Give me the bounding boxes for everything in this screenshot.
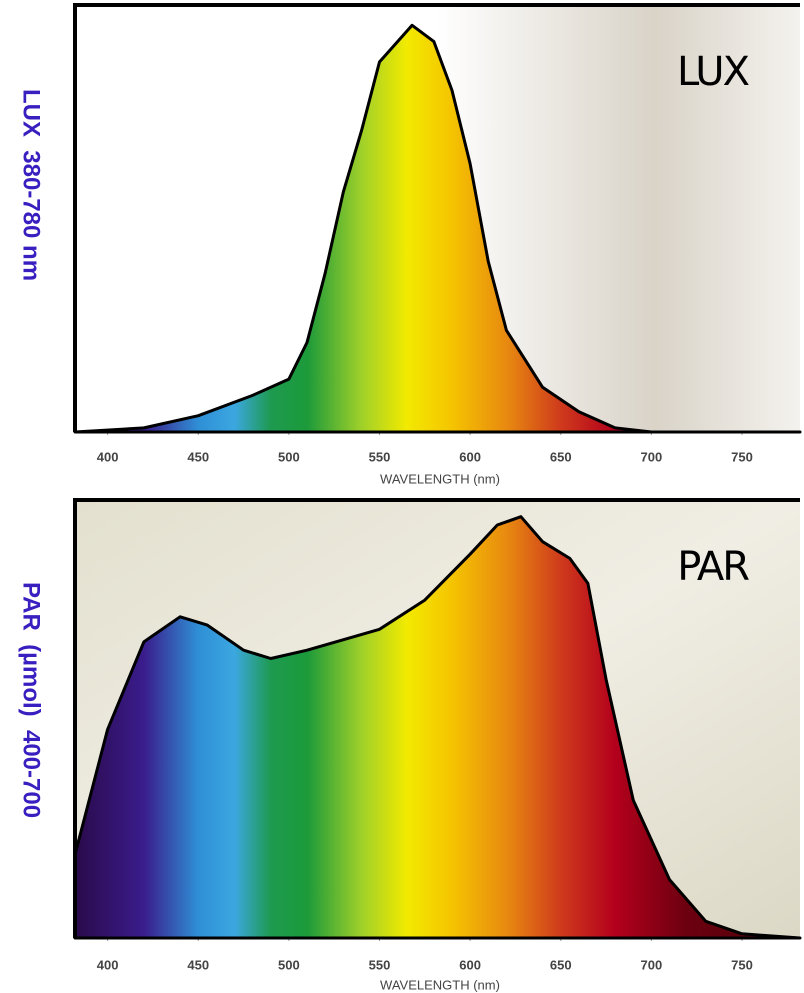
x-tick-label: 500 [278,449,300,464]
x-tick-label: 600 [459,957,481,972]
x-tick-label: 450 [187,957,209,972]
x-axis-label: WAVELENGTH (nm) [380,977,500,992]
x-tick-label: 650 [550,957,572,972]
x-tick-label: 750 [731,957,753,972]
x-tick-label: 400 [97,449,119,464]
x-tick-label: 550 [369,449,391,464]
x-tick-label: 400 [97,957,119,972]
x-tick-label: 500 [278,957,300,972]
side-label: PAR (µmol) 400-700 [18,582,45,818]
x-tick-label: 700 [641,957,663,972]
x-tick-label: 600 [459,449,481,464]
x-axis-label: WAVELENGTH (nm) [380,471,500,486]
x-tick-label: 750 [731,449,753,464]
chart-title: PAR [677,544,749,590]
spectrum-area [73,515,802,940]
x-tick-label: 650 [550,449,572,464]
x-tick-label: 450 [187,449,209,464]
x-tick-label: 550 [369,957,391,972]
plot-frame [73,3,800,432]
chart-panel: 400 450 500 550 600 650 700 750 LUX WAVELENGTH (n… [18,3,802,486]
x-tick-label: 700 [641,449,663,464]
plot-frame [73,498,800,938]
chart-panel: 400 450 500 550 600 650 700 750 PAR WAVELENGTH (n… [18,498,802,992]
side-label: LUX 380-780 nm [18,89,45,281]
chart-title: LUX [677,49,750,95]
spectrum-area [73,23,802,434]
